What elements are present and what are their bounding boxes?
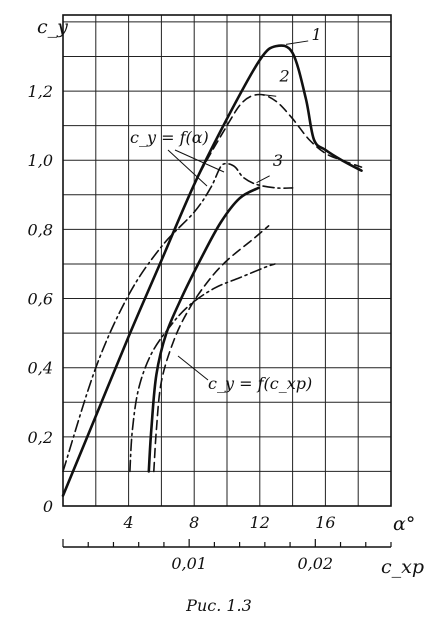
annotation-cy-cxp-leader: [177, 355, 209, 381]
x-tick-label: 12: [250, 513, 270, 532]
curve-label-leader: [285, 40, 309, 45]
series-line-cy_vs_cxp-3: [129, 263, 276, 473]
series-line-cy_vs_alpha-1: [61, 44, 363, 497]
secondary-axis-title: c_xp: [381, 556, 424, 578]
annotation-cy-alpha-leader-1: [167, 149, 208, 187]
series-line-cy_vs_cxp-2: [153, 225, 270, 473]
curve-label-3: 3: [273, 151, 283, 170]
series-line-cy_vs_cxp-1: [147, 186, 260, 473]
x-tick-label: 16: [315, 513, 335, 532]
annotation-cy-alpha: c_y = f(α): [130, 128, 209, 147]
series-line-cy_vs_alpha-3: [62, 162, 294, 473]
curve-label-leader: [256, 175, 270, 184]
curve-label-2: 2: [278, 67, 289, 86]
annotation-cy-cxp: c_y = f(c_xp): [208, 374, 312, 393]
annotation-cy-alpha-leader-2: [174, 149, 225, 173]
series-line-cy_vs_alpha-2: [62, 93, 363, 497]
curve-label-1: 1: [311, 25, 321, 44]
x2-tick-label: 0,02: [297, 554, 333, 573]
curve-label-leader: [261, 94, 277, 97]
x-axis-title: α°: [393, 513, 415, 535]
plot-frame: [62, 14, 392, 507]
y-tick-label: 0,4: [28, 359, 53, 378]
figure-caption: Рис. 1.3: [186, 596, 252, 615]
x-tick-label: 8: [189, 513, 199, 532]
y-tick-label: 1,2: [28, 82, 53, 101]
y-tick-label: 1,0: [28, 151, 53, 170]
y-tick-label: 0,8: [28, 220, 53, 239]
y-tick-label: 0: [43, 497, 53, 516]
x-tick-label: 4: [123, 513, 134, 532]
y-tick-label: 0,2: [28, 428, 53, 447]
x2-tick-label: 0,01: [171, 554, 207, 573]
y-axis-title: c_y: [37, 16, 68, 38]
y-tick-label: 0,6: [28, 290, 53, 309]
